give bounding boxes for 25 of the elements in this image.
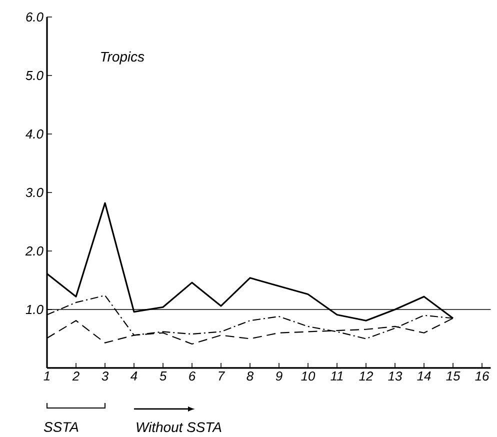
y-tick-label: 3.0 (26, 188, 44, 198)
x-tick-label: 11 (330, 372, 343, 380)
x-tick-label: 1 (44, 372, 50, 380)
text: Without SSTA (136, 422, 222, 432)
x-tick-label: 15 (446, 372, 460, 381)
x-tick-label: 13 (388, 372, 402, 381)
y-tick-label: 2.0 (25, 246, 44, 256)
x-tick-label: 7 (218, 372, 226, 380)
x-tick-label: 6 (189, 372, 196, 381)
x-tick-label: 10 (301, 372, 316, 381)
y-tick-label: 1.0 (26, 304, 44, 314)
x-tick-label: 4 (130, 372, 138, 380)
y-tick-label: 5.0 (26, 70, 44, 80)
x-tick-label: 3 (102, 372, 108, 381)
annotation: Tropics (101, 51, 144, 64)
x-tick-label: 14 (417, 372, 431, 380)
x-tick-label: 9 (276, 372, 282, 381)
text: SSTA (44, 422, 78, 432)
x-tick-label: 16 (475, 372, 490, 381)
x-tick-label: 12 (359, 372, 374, 381)
x-tick-label: 5 (160, 372, 167, 381)
x-tick-label: 8 (246, 372, 254, 381)
y-tick-label: 4.0 (26, 129, 44, 139)
x-tick-label: 2 (72, 372, 80, 381)
y-tick-label: 6.0 (26, 12, 44, 22)
